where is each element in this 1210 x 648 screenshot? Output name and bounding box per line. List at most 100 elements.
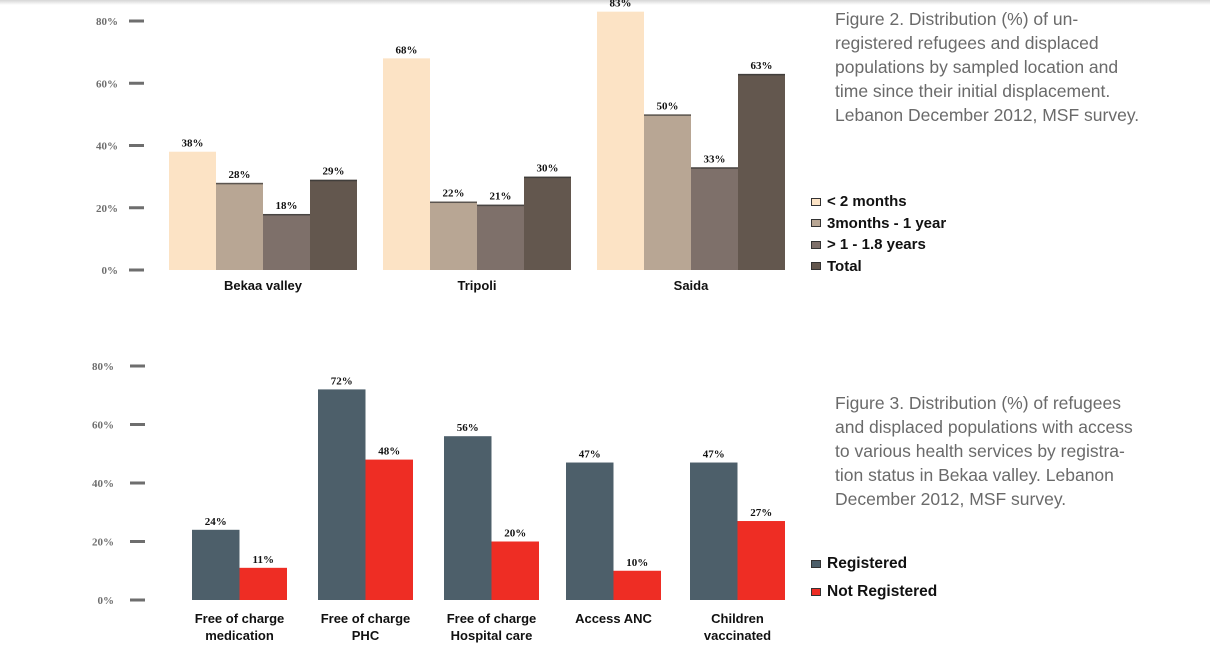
data-label: 72% <box>331 375 353 387</box>
bar <box>613 570 661 600</box>
data-label: 30% <box>537 163 559 175</box>
legend-label: > 1 - 1.8 years <box>827 236 926 254</box>
caption-line: Figure 3. Distribution (%) of refugees <box>835 393 1121 413</box>
bar <box>169 151 216 270</box>
legend-label: Total <box>827 257 862 275</box>
data-label: 24% <box>205 516 227 528</box>
legend-swatch-icon <box>811 560 821 568</box>
y-axis-tick-label: 0% <box>102 265 119 277</box>
bar <box>690 462 738 600</box>
y-axis-tick <box>130 598 145 602</box>
y-axis-tick <box>130 423 145 426</box>
y-axis-tick-label: 80% <box>92 361 114 373</box>
bar <box>216 182 263 270</box>
data-label: 11% <box>253 554 274 566</box>
category-label: Bekaa valley <box>224 278 303 293</box>
bar <box>263 213 310 270</box>
y-axis-tick-label: 40% <box>92 478 114 490</box>
data-label: 47% <box>579 449 601 461</box>
y-axis-tick-label: 20% <box>92 537 114 549</box>
legend-swatch-icon <box>811 197 821 206</box>
data-label: 50% <box>657 100 679 112</box>
data-label: 47% <box>703 449 725 461</box>
legend-item: Total <box>811 256 946 278</box>
data-label: 83% <box>610 0 632 10</box>
bar <box>566 462 614 600</box>
legend-swatch-icon <box>811 262 821 271</box>
y-axis-tick <box>129 81 144 85</box>
caption-line: tion status in Bekaa valley. Lebanon <box>835 465 1114 485</box>
caption-line: Figure 2. Distribution (%) of un- <box>835 9 1079 29</box>
category-label: Tripoli <box>458 278 497 293</box>
legend-item: 3months - 1 year <box>811 213 946 235</box>
bar-top-edge <box>477 204 524 207</box>
data-label: 10% <box>626 557 648 569</box>
legend-label: Registered <box>827 555 908 572</box>
bar <box>318 389 366 600</box>
bar <box>691 167 738 270</box>
data-label: 21% <box>490 191 512 203</box>
data-label: 28% <box>229 169 251 181</box>
bar-top-edge <box>524 176 571 179</box>
data-label: 56% <box>457 422 479 434</box>
bar <box>738 73 785 270</box>
category-label: Access ANC <box>575 611 652 626</box>
y-axis-tick-label: 20% <box>96 203 118 215</box>
bar <box>365 459 413 600</box>
bar-top-edge <box>310 179 357 182</box>
category-label: Hospital care <box>451 628 533 643</box>
data-label: 33% <box>704 153 726 165</box>
category-label: Free of charge <box>447 611 537 626</box>
data-label: 18% <box>276 200 298 212</box>
bar <box>524 176 571 270</box>
bar-top-edge <box>216 182 263 185</box>
bar-top-edge <box>691 167 738 169</box>
legend-label: Not Registered <box>827 583 938 600</box>
data-label: 27% <box>750 507 772 519</box>
bar <box>444 436 492 600</box>
caption-line: registered refugees and displaced <box>835 33 1099 53</box>
figure-3-legend: Registered Not Registered <box>811 550 937 606</box>
bar <box>239 567 287 600</box>
y-axis-tick-label: 80% <box>96 16 118 28</box>
legend-item: < 2 months <box>811 191 946 213</box>
caption-line: to various health services by registra- <box>835 441 1125 461</box>
figure-2-caption: Figure 2. Distribution (%) of un- regist… <box>835 7 1139 127</box>
caption-line: populations by sampled location and <box>835 57 1119 77</box>
legend-swatch-icon <box>811 240 821 249</box>
category-label: Saida <box>674 278 709 293</box>
category-label: Children <box>711 611 764 626</box>
data-label: 48% <box>378 446 400 458</box>
bar <box>383 58 430 270</box>
figure-3-chart: 0% 20% 40% 60% 80% 24% 11% Free of charge medica… <box>92 361 785 643</box>
legend-swatch-icon <box>811 588 821 596</box>
data-label: 20% <box>504 528 526 540</box>
bar-top-edge <box>430 201 477 204</box>
y-axis-tick-label: 60% <box>92 420 114 432</box>
bar-top-edge <box>263 213 310 216</box>
y-axis-tick <box>129 144 144 147</box>
data-label: 63% <box>751 60 773 72</box>
data-label: 38% <box>182 138 204 150</box>
figure-2-chart: 0% 20% 40% 60% 80% 38% 28% 18% 29% Bekaa valley 68… <box>96 0 785 293</box>
category-label: Free of charge <box>321 611 411 626</box>
y-axis-tick-label: 40% <box>96 141 118 153</box>
y-axis-tick <box>129 19 144 23</box>
figure-3-caption: Figure 3. Distribution (%) of refugees a… <box>835 391 1133 511</box>
bar <box>430 201 477 270</box>
bar <box>477 204 524 270</box>
bar <box>597 11 644 270</box>
bar-top-edge <box>738 73 785 76</box>
y-axis-tick-label: 60% <box>96 78 118 90</box>
category-label: Free of charge <box>195 611 285 626</box>
bar <box>737 521 785 600</box>
legend-label: 3months - 1 year <box>827 214 947 232</box>
bar <box>192 529 240 600</box>
caption-line: time since their initial displacement. <box>835 81 1111 101</box>
category-label: medication <box>205 628 274 643</box>
y-axis-tick <box>129 268 144 272</box>
data-label: 22% <box>443 188 465 200</box>
legend-item: Registered <box>811 550 937 578</box>
top-edge-shadow <box>0 0 1210 5</box>
data-label: 29% <box>323 166 345 178</box>
